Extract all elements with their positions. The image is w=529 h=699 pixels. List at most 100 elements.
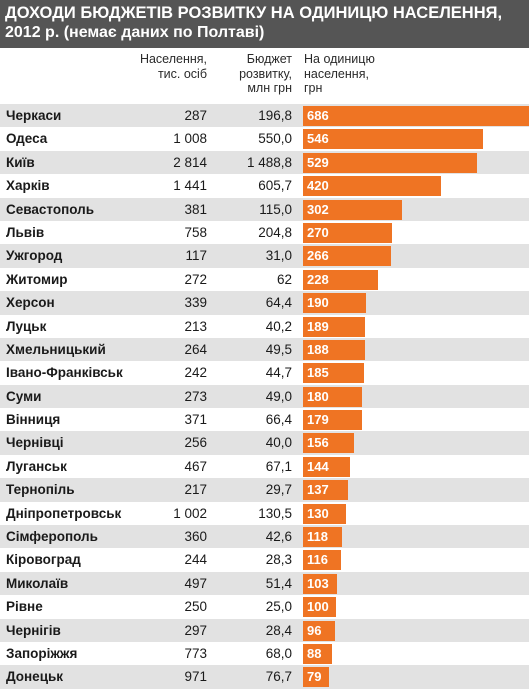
table-row: Чернівці 256 40,0 156	[0, 431, 529, 455]
per-capita-bar: 420	[303, 176, 442, 197]
title-line-1: ДОХОДИ БЮДЖЕТІВ РОЗВИТКУ НА ОДИНИЦЮ НАСЕ…	[5, 4, 503, 22]
budget-value: 204,8	[258, 224, 292, 240]
budget-value: 49,0	[265, 388, 292, 404]
column-headers: Населення, тис. осіб Бюджет розвитку, мл…	[0, 48, 529, 104]
city-label: Сімферополь	[6, 529, 98, 545]
population-value: 971	[184, 669, 207, 685]
population-value: 381	[184, 201, 207, 217]
table-row: Львів 758 204,8 270	[0, 221, 529, 244]
table-row: Рівне 250 25,0 100	[0, 595, 529, 618]
population-value: 773	[184, 645, 207, 661]
budget-value: 28,4	[265, 622, 292, 638]
budget-value: 196,8	[258, 108, 292, 123]
city-label: Черкаси	[6, 108, 62, 123]
table-row: Суми 273 49,0 180	[0, 384, 529, 409]
population-value: 360	[184, 529, 207, 545]
population-value: 272	[184, 271, 207, 287]
population-value: 273	[184, 388, 207, 404]
chart-title: ДОХОДИ БЮДЖЕТІВ РОЗВИТКУ НА ОДИНИЦЮ НАСЕ…	[0, 0, 529, 48]
per-capita-bar: 185	[303, 363, 364, 384]
budget-value: 66,4	[265, 412, 292, 428]
table-row: Дніпропетровськ 1 002 130,5 130	[0, 502, 529, 525]
budget-value: 31,0	[265, 248, 292, 264]
table-row: Херсон 339 64,4 190	[0, 291, 529, 315]
population-value: 1 008	[173, 131, 207, 147]
city-label: Харків	[6, 178, 50, 194]
table-row: Житомир 272 62 228	[0, 268, 529, 291]
budget-value: 62	[276, 271, 292, 287]
city-label: Дніпропетровськ	[6, 505, 122, 521]
budget-value: 130,5	[258, 505, 292, 521]
budget-value: 64,4	[265, 295, 292, 311]
population-value: 371	[184, 412, 207, 428]
city-label: Миколаїв	[6, 575, 69, 591]
budget-value: 40,2	[265, 318, 292, 334]
table-row: Вінниця 371 66,4 179	[0, 408, 529, 431]
per-capita-bar: 529	[303, 152, 478, 173]
per-capita-bar: 188	[303, 339, 365, 360]
table-row: Донецьк 971 76,7 79	[0, 665, 529, 689]
table-row: Луганськ 467 67,1 144	[0, 455, 529, 478]
per-capita-bar: 103	[303, 573, 337, 594]
population-value: 339	[184, 295, 207, 311]
budget-value: 550,0	[258, 131, 292, 147]
population-value: 297	[184, 622, 207, 638]
per-capita-bar: 100	[303, 597, 336, 618]
population-value: 242	[184, 365, 207, 381]
table-row: Сімферополь 360 42,6 118	[0, 525, 529, 549]
population-value: 217	[184, 482, 207, 498]
population-value: 497	[184, 575, 207, 591]
population-value: 213	[184, 318, 207, 334]
budget-value: 49,5	[265, 341, 292, 357]
population-value: 758	[184, 224, 207, 240]
per-capita-bar: 228	[303, 269, 379, 290]
per-capita-bar: 79	[303, 667, 330, 688]
city-label: Кіровоград	[6, 552, 81, 568]
budget-value: 605,7	[258, 178, 292, 194]
title-line-2: 2012 р. (немає даних по Полтаві)	[5, 24, 265, 41]
city-label: Донецьк	[6, 669, 64, 685]
population-value: 467	[184, 458, 207, 474]
city-label: Херсон	[6, 295, 55, 311]
population-value: 1 441	[173, 178, 207, 194]
budget-value: 25,0	[265, 599, 292, 615]
population-value: 264	[184, 341, 207, 357]
city-label: Житомир	[6, 271, 68, 287]
data-table: Черкаси 287 196,8 686 Одеса 1 008 550,0 546 Київ…	[0, 104, 529, 689]
table-row: Івано-Франківськ 242 44,7 185	[0, 361, 529, 384]
per-capita-bar: 96	[303, 620, 335, 641]
city-label: Запоріжжя	[6, 645, 78, 661]
table-row: Хмельницький 264 49,5 188	[0, 337, 529, 362]
population-value: 1 002	[173, 505, 207, 521]
city-label: Севастополь	[6, 201, 95, 217]
population-value: 244	[184, 552, 207, 568]
budget-value: 29,7	[265, 482, 292, 498]
budget-value: 51,4	[265, 575, 292, 591]
city-label: Тернопіль	[6, 482, 75, 498]
budget-value: 40,0	[265, 435, 292, 451]
per-capita-bar: 179	[303, 410, 362, 431]
budget-value: 28,3	[265, 552, 292, 568]
per-capita-bar: 180	[303, 386, 363, 407]
per-capita-bar: 270	[303, 222, 392, 243]
budget-value: 1 488,8	[246, 154, 292, 170]
budget-value: 76,7	[265, 669, 292, 685]
per-capita-bar: 156	[303, 433, 355, 454]
header-budget: Бюджет розвитку, млн грн	[239, 52, 292, 95]
budget-value: 44,7	[265, 365, 292, 381]
per-capita-bar: 116	[303, 550, 342, 571]
city-label: Луцьк	[6, 318, 47, 334]
city-label: Чернігів	[6, 622, 61, 638]
city-label: Київ	[6, 154, 35, 170]
per-capita-bar: 189	[303, 316, 366, 337]
table-row: Чернігів 297 28,4 96	[0, 618, 529, 642]
city-label: Рівне	[6, 599, 43, 615]
population-value: 256	[184, 435, 207, 451]
table-row: Черкаси 287 196,8 686	[0, 104, 529, 128]
population-value: 250	[184, 599, 207, 615]
population-value: 117	[185, 248, 207, 264]
per-capita-bar: 137	[303, 480, 349, 501]
table-row: Тернопіль 217 29,7 137	[0, 478, 529, 502]
table-row: Одеса 1 008 550,0 546	[0, 127, 529, 150]
budget-value: 67,1	[265, 458, 292, 474]
